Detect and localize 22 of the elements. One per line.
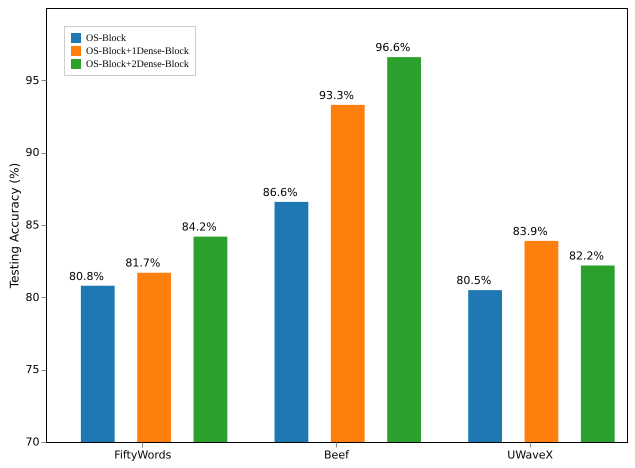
data-label: 84.2% xyxy=(182,220,217,234)
legend-label: OS-Block xyxy=(86,33,126,44)
y-tick-label: 90 xyxy=(26,146,40,160)
x-tick-label: FiftyWords xyxy=(114,448,172,462)
data-label: 86.6% xyxy=(262,186,298,199)
x-tick-label: UWaveX xyxy=(507,448,554,462)
data-label: 93.3% xyxy=(319,88,354,102)
y-axis-title: Testing Accuracy (%) xyxy=(8,162,22,290)
y-tick-label: 70 xyxy=(26,436,40,448)
legend-label: OS-Block+1Dense-Block xyxy=(86,46,189,57)
legend-label: OS-Block+2Dense-Block xyxy=(86,59,189,70)
y-tick-label: 95 xyxy=(26,74,40,87)
data-label: 96.6% xyxy=(375,41,410,54)
data-label: 81.7% xyxy=(125,256,160,270)
y-tick-label: 80 xyxy=(26,290,40,304)
x-tick-label: Beef xyxy=(324,448,350,462)
data-label: 82.2% xyxy=(569,250,604,263)
data-label: 83.9% xyxy=(512,224,548,238)
y-tick-label: 75 xyxy=(26,363,40,376)
y-tick-label: 85 xyxy=(26,218,40,232)
data-label: 80.5% xyxy=(456,274,492,288)
data-label: 80.8% xyxy=(69,270,104,283)
